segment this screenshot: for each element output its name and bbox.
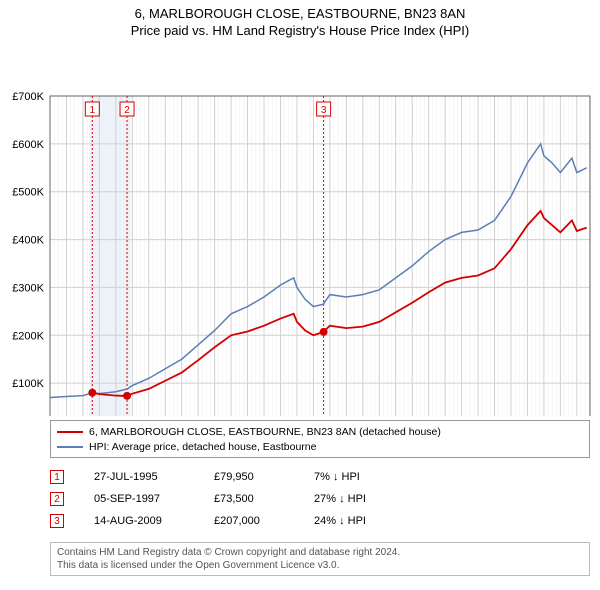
y-tick-label: £400K	[12, 235, 44, 247]
legend-swatch	[57, 431, 83, 433]
sale-marker-dot	[88, 389, 96, 397]
attribution-box: Contains HM Land Registry data © Crown c…	[50, 542, 590, 576]
sales-row-date: 14-AUG-2009	[94, 515, 184, 527]
sales-row-diff: 27% ↓ HPI	[314, 493, 404, 505]
legend-row: HPI: Average price, detached house, East…	[57, 439, 583, 454]
y-tick-label: £200K	[12, 330, 44, 342]
sales-row-marker: 3	[50, 514, 64, 528]
sale-marker-number: 2	[124, 105, 130, 116]
sales-row-price: £73,500	[214, 493, 284, 505]
legend-label: HPI: Average price, detached house, East…	[89, 441, 316, 453]
chart-title-block: 6, MARLBOROUGH CLOSE, EASTBOURNE, BN23 8…	[0, 0, 600, 38]
y-tick-label: £500K	[12, 187, 44, 199]
chart-svg: 1993199419951996199719981999200020012002…	[0, 46, 600, 416]
sales-row-date: 05-SEP-1997	[94, 493, 184, 505]
sale-marker-number: 3	[321, 105, 327, 116]
sale-marker-dot	[123, 392, 131, 400]
y-tick-label: £600K	[12, 139, 44, 151]
sales-row-price: £207,000	[214, 515, 284, 527]
sales-row: 3 14-AUG-2009 £207,000 24% ↓ HPI	[50, 510, 404, 532]
legend-label: 6, MARLBOROUGH CLOSE, EASTBOURNE, BN23 8…	[89, 426, 441, 438]
sales-row-diff: 7% ↓ HPI	[314, 471, 404, 483]
title-line-1: 6, MARLBOROUGH CLOSE, EASTBOURNE, BN23 8…	[0, 6, 600, 21]
sales-row-marker: 1	[50, 470, 64, 484]
title-line-2: Price paid vs. HM Land Registry's House …	[0, 23, 600, 38]
sales-table: 1 27-JUL-1995 £79,950 7% ↓ HPI 2 05-SEP-1997 £…	[50, 466, 404, 532]
sales-row-marker: 2	[50, 492, 64, 506]
legend: 6, MARLBOROUGH CLOSE, EASTBOURNE, BN23 8…	[50, 420, 590, 458]
attribution-line-1: Contains HM Land Registry data © Crown c…	[57, 546, 583, 559]
sale-marker-number: 1	[90, 105, 96, 116]
chart-container: 1993199419951996199719981999200020012002…	[0, 46, 600, 416]
attribution-line-2: This data is licensed under the Open Gov…	[57, 559, 583, 572]
sales-row: 2 05-SEP-1997 £73,500 27% ↓ HPI	[50, 488, 404, 510]
legend-swatch	[57, 446, 83, 448]
sales-row-date: 27-JUL-1995	[94, 471, 184, 483]
sales-row-diff: 24% ↓ HPI	[314, 515, 404, 527]
legend-row: 6, MARLBOROUGH CLOSE, EASTBOURNE, BN23 8…	[57, 424, 583, 439]
y-tick-label: £100K	[12, 378, 44, 390]
y-tick-label: £300K	[12, 282, 44, 294]
sales-row: 1 27-JUL-1995 £79,950 7% ↓ HPI	[50, 466, 404, 488]
sales-row-price: £79,950	[214, 471, 284, 483]
y-tick-label: £700K	[12, 91, 44, 103]
sale-marker-dot	[320, 328, 328, 336]
